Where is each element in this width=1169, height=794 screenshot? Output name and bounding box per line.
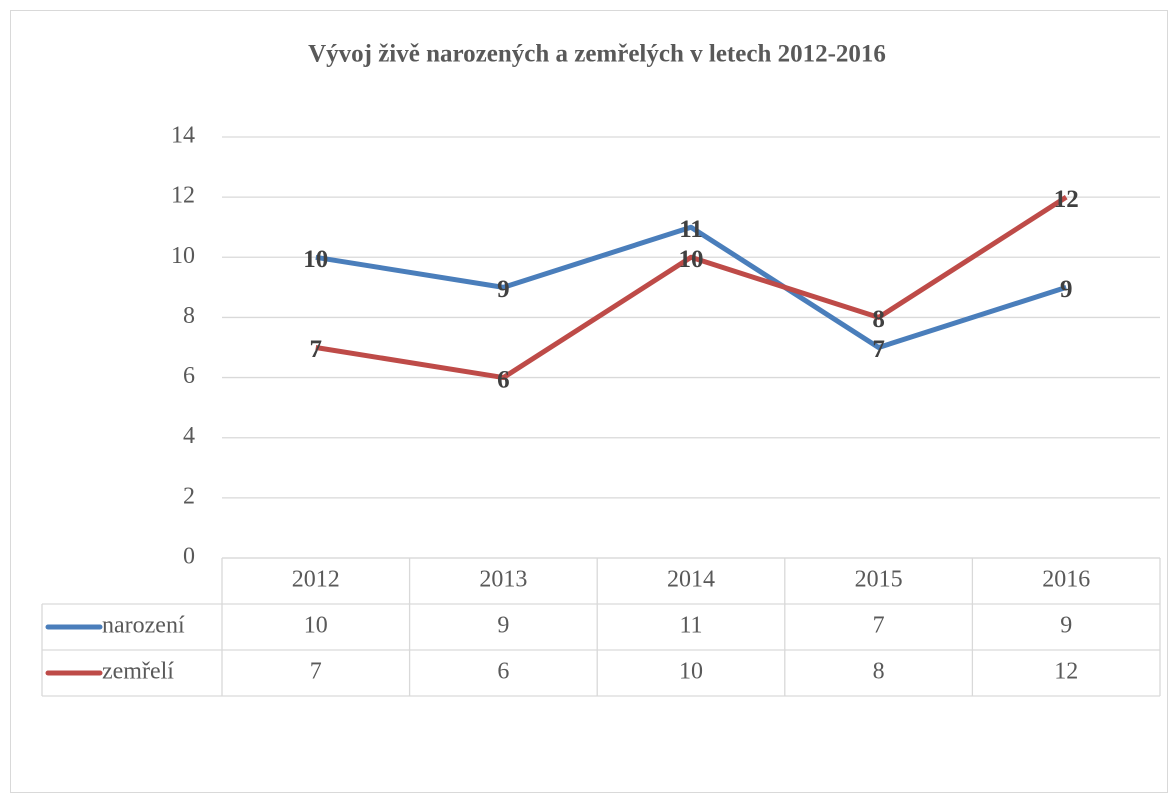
y-tick-label: 14	[171, 123, 195, 149]
table-cell: 6	[497, 659, 509, 685]
table-cell: 7	[873, 613, 885, 639]
x-tick-label: 2014	[667, 567, 715, 593]
y-tick-label: 2	[183, 483, 195, 509]
chart-border	[10, 10, 1168, 793]
data-label: 10	[303, 246, 328, 273]
data-label: 8	[872, 306, 885, 333]
y-tick-label: 8	[183, 303, 195, 329]
data-label: 10	[679, 246, 704, 273]
legend-label: zemřelí	[102, 659, 174, 685]
legend-label: narození	[102, 613, 185, 639]
x-tick-label: 2012	[292, 567, 340, 593]
data-label: 9	[497, 276, 510, 303]
chart-title: Vývoj živě narozených a zemřelých v lete…	[308, 41, 886, 68]
table-cell: 8	[873, 659, 885, 685]
table-cell: 9	[1060, 613, 1072, 639]
table-cell: 12	[1054, 659, 1078, 685]
y-tick-label: 10	[171, 243, 195, 269]
table-cell: 11	[679, 613, 702, 639]
table-cell: 7	[310, 659, 322, 685]
table-cell: 10	[679, 659, 703, 685]
table-cell: 10	[304, 613, 328, 639]
y-tick-label: 0	[183, 544, 195, 570]
data-label: 7	[872, 336, 885, 363]
x-tick-label: 2016	[1042, 567, 1090, 593]
y-tick-label: 12	[171, 183, 195, 209]
series-line	[315, 195, 1068, 381]
data-label: 11	[679, 216, 703, 243]
table-cell: 9	[497, 613, 509, 639]
y-tick-label: 4	[183, 423, 195, 449]
data-label: 9	[1060, 276, 1073, 303]
series-line	[315, 224, 1067, 350]
y-tick-label: 6	[183, 363, 195, 389]
x-tick-label: 2013	[479, 567, 527, 593]
data-label: 6	[497, 366, 510, 393]
data-label: 7	[310, 336, 323, 363]
data-label: 12	[1054, 186, 1079, 213]
x-tick-label: 2015	[855, 567, 903, 593]
